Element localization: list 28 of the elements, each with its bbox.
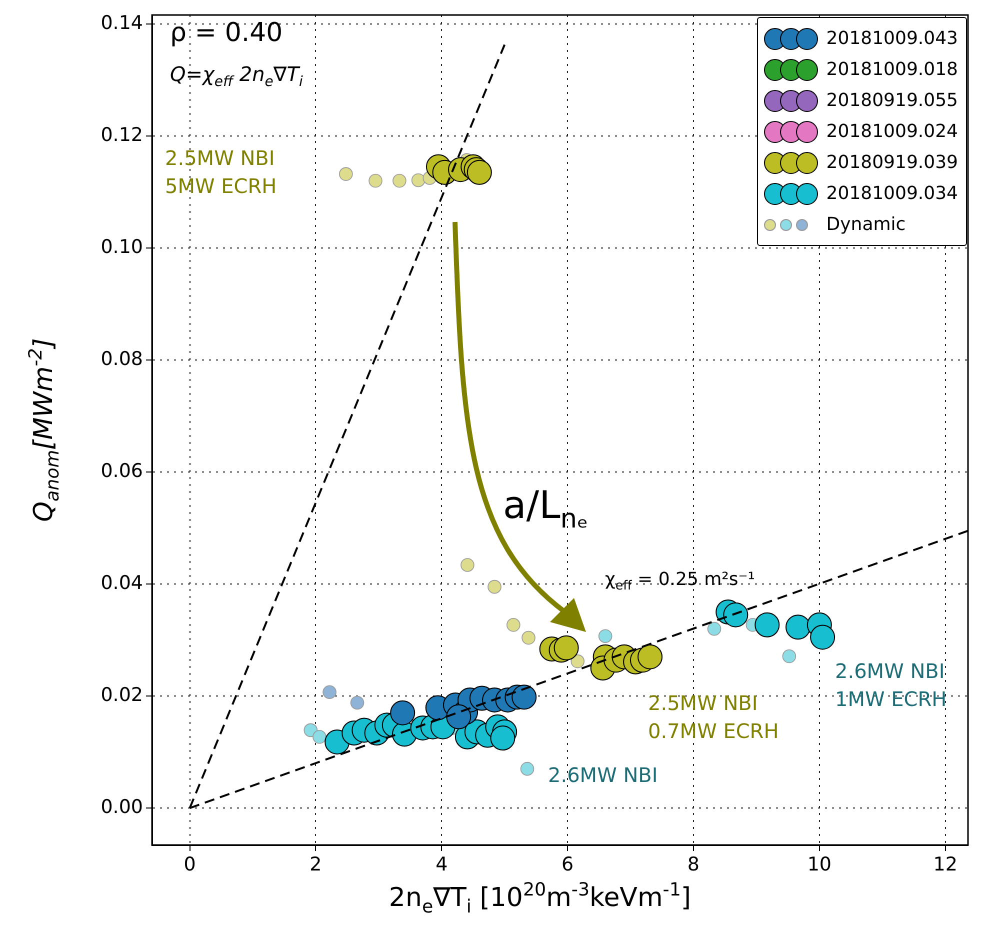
annotation: 2.6MW NBI xyxy=(548,763,658,787)
x-tick-label: 4 xyxy=(436,853,448,876)
y-tick-label: 0.00 xyxy=(100,796,143,818)
x-tick-label: 8 xyxy=(687,853,700,876)
x-tick-label: 2 xyxy=(310,853,322,876)
y-axis-title: Qanom[MWm-2] xyxy=(26,338,64,522)
y-tick-label: 0.06 xyxy=(100,460,143,482)
y-tick-label: 0.12 xyxy=(100,124,143,146)
legend-label: 20180919.055 xyxy=(826,90,958,111)
annotation: 2.5MW NBI 0.7MW ECRH xyxy=(648,691,779,743)
x-tick-label: 0 xyxy=(184,853,196,876)
y-tick-label: 0.08 xyxy=(100,348,143,370)
legend-label: Dynamic xyxy=(826,214,906,235)
legend-label: 20181009.043 xyxy=(826,28,958,49)
y-tick-label: 0.02 xyxy=(100,684,143,706)
x-tick-label: 12 xyxy=(933,853,958,876)
legend-label: 20181009.018 xyxy=(826,59,958,80)
x-tick-label: 6 xyxy=(562,853,574,876)
legend-label: 20181009.034 xyxy=(826,183,958,204)
legend-label: 20180919.039 xyxy=(826,152,958,173)
x-tick-label: 10 xyxy=(807,853,832,876)
legend-label: 20181009.024 xyxy=(826,121,958,142)
y-tick-label: 0.14 xyxy=(100,12,143,34)
y-tick-label: 0.10 xyxy=(100,236,143,258)
annotation: ρ = 0.40 xyxy=(170,18,283,48)
annotation: 2.5MW NBI 5MW ECRH xyxy=(165,146,277,198)
annotation: 2.6MW NBI 1MW ECRH xyxy=(835,659,947,711)
y-tick-label: 0.04 xyxy=(100,572,143,594)
